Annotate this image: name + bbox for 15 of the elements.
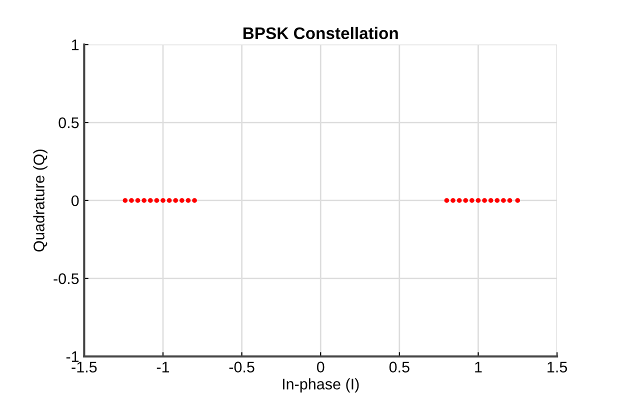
x-tick-label: -1 xyxy=(156,362,170,372)
x-tick-label: 1 xyxy=(475,362,482,372)
x-tick-label: 1.5 xyxy=(548,362,568,372)
x-tick-label: 0 xyxy=(316,362,324,372)
x-tick-label: -1.5 xyxy=(72,362,97,372)
y-tick-label: 0.5 xyxy=(58,117,79,128)
y-tick-label: -0.5 xyxy=(54,273,79,284)
y-tick-label: -1 xyxy=(66,351,79,362)
x-axis-title: In-phase (I) xyxy=(282,378,359,393)
y-axis-title: Quadrature (Q) xyxy=(33,150,48,252)
chart-title: BPSK Constellation xyxy=(243,26,398,40)
y-tick-label: 1 xyxy=(72,40,79,50)
y-tick-label: 0 xyxy=(71,195,79,206)
x-tick-label: 0.5 xyxy=(389,362,410,372)
x-tick-label: -0.5 xyxy=(229,362,254,372)
